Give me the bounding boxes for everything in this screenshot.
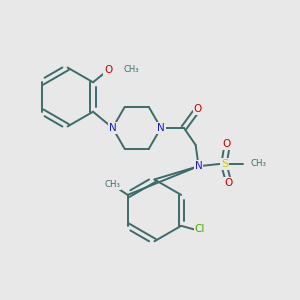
Text: O: O bbox=[224, 178, 232, 188]
Text: CH₃: CH₃ bbox=[105, 180, 121, 189]
Text: CH₃: CH₃ bbox=[251, 159, 267, 168]
Text: CH₃: CH₃ bbox=[124, 65, 139, 74]
Text: N: N bbox=[195, 161, 203, 171]
Text: N: N bbox=[157, 123, 165, 133]
Text: S: S bbox=[221, 159, 228, 169]
Text: O: O bbox=[104, 65, 112, 75]
Text: Cl: Cl bbox=[195, 224, 205, 234]
Text: O: O bbox=[194, 104, 202, 114]
Text: N: N bbox=[109, 123, 116, 133]
Text: O: O bbox=[223, 139, 231, 149]
